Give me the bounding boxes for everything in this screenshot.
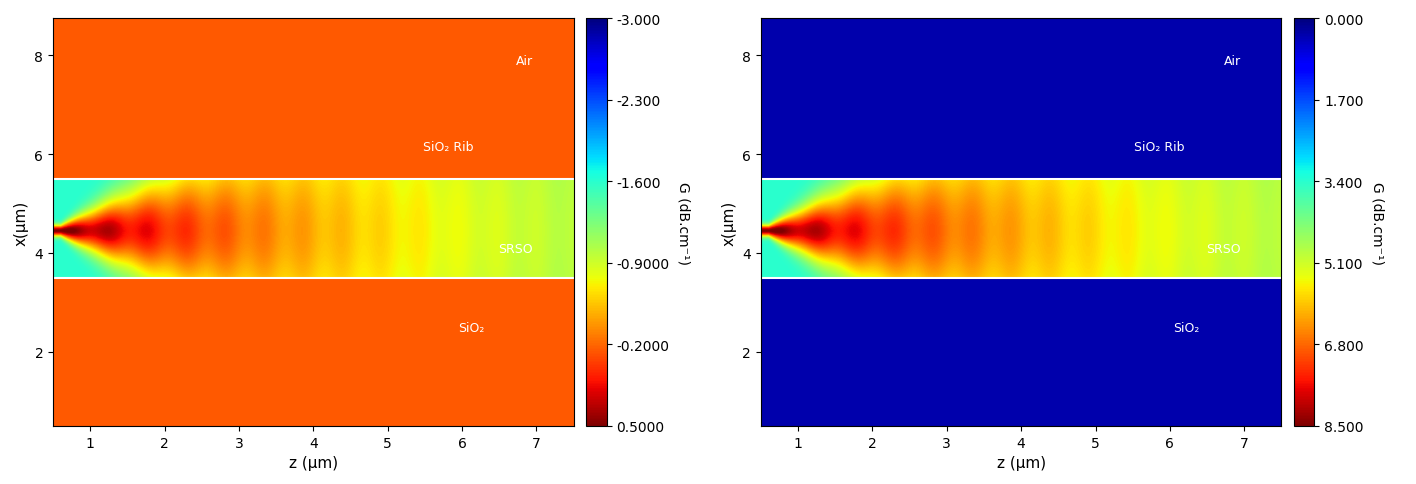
Text: SiO₂ Rib: SiO₂ Rib [1134,141,1185,154]
Y-axis label: G (dB.cm⁻¹): G (dB.cm⁻¹) [1371,181,1385,264]
Y-axis label: x(μm): x(μm) [14,200,28,245]
Text: Air: Air [515,55,532,68]
Text: Air: Air [1223,55,1240,68]
Text: SRSO: SRSO [498,242,532,255]
Y-axis label: x(μm): x(μm) [722,200,736,245]
Text: SiO₂: SiO₂ [1174,321,1199,334]
Text: SiO₂ Rib: SiO₂ Rib [423,141,473,154]
X-axis label: z (μm): z (μm) [289,455,338,470]
Text: SRSO: SRSO [1206,242,1240,255]
Y-axis label: G (dB.cm⁻¹): G (dB.cm⁻¹) [677,181,690,264]
X-axis label: z (μm): z (μm) [997,455,1045,470]
Text: SiO₂: SiO₂ [457,321,484,334]
